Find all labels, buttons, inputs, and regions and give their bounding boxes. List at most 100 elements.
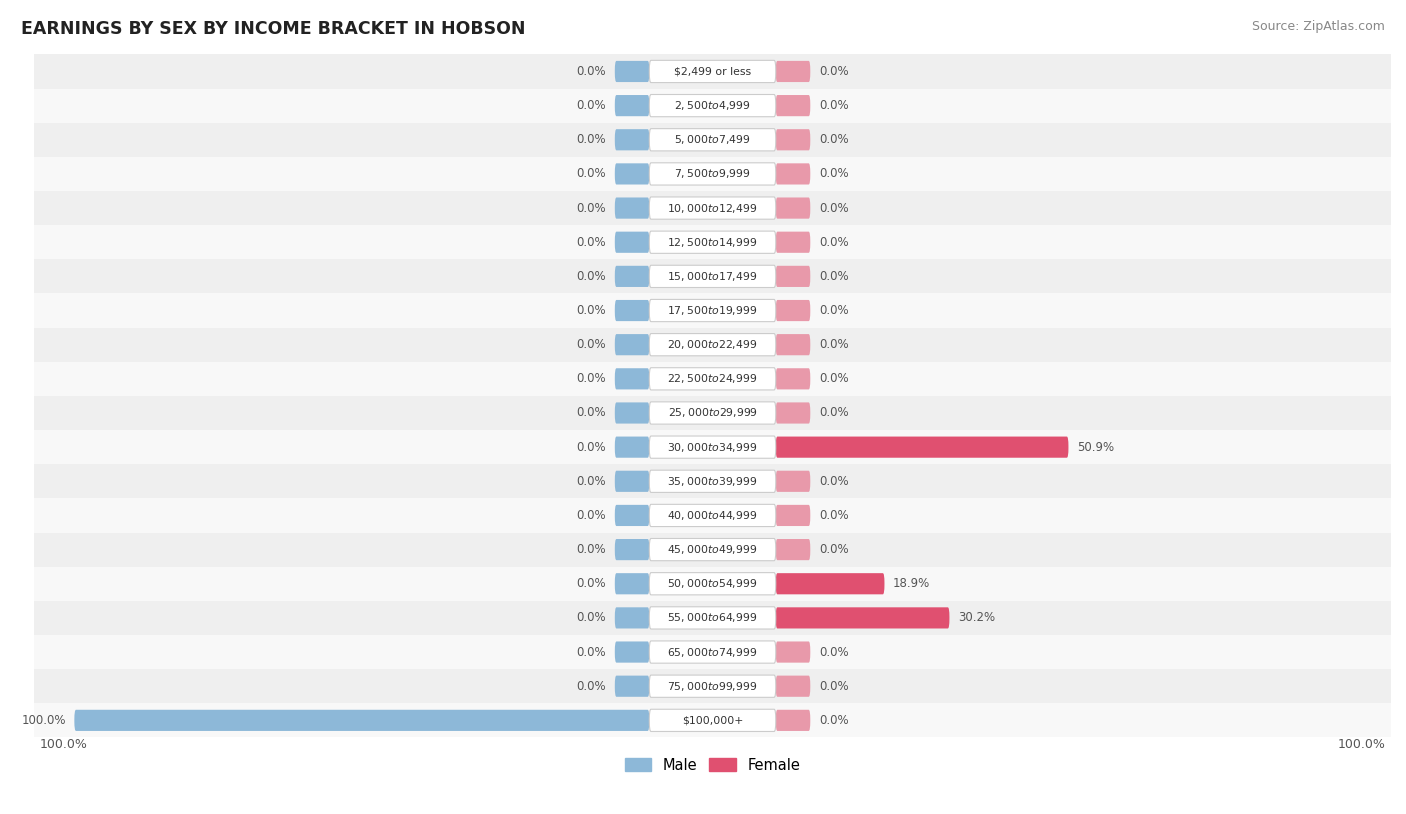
Text: $100,000+: $100,000+ [682,716,744,725]
Text: 0.0%: 0.0% [818,372,849,385]
FancyBboxPatch shape [650,709,776,732]
Text: 100.0%: 100.0% [1337,737,1385,751]
FancyBboxPatch shape [614,95,650,116]
Text: 0.0%: 0.0% [576,611,606,624]
FancyBboxPatch shape [650,505,776,527]
FancyBboxPatch shape [776,641,810,663]
FancyBboxPatch shape [650,300,776,322]
Text: 0.0%: 0.0% [818,543,849,556]
Text: 0.0%: 0.0% [818,714,849,727]
FancyBboxPatch shape [650,572,776,595]
Text: 0.0%: 0.0% [818,338,849,351]
Bar [34,567,1391,601]
Text: $50,000 to $54,999: $50,000 to $54,999 [668,577,758,590]
FancyBboxPatch shape [776,676,810,697]
Text: 0.0%: 0.0% [576,406,606,419]
FancyBboxPatch shape [776,505,810,526]
Bar [34,635,1391,669]
Text: $20,000 to $22,499: $20,000 to $22,499 [668,338,758,351]
Text: $55,000 to $64,999: $55,000 to $64,999 [668,611,758,624]
Text: $17,500 to $19,999: $17,500 to $19,999 [668,304,758,317]
FancyBboxPatch shape [776,95,810,116]
FancyBboxPatch shape [776,129,810,151]
Text: $75,000 to $99,999: $75,000 to $99,999 [668,680,758,693]
Text: $15,000 to $17,499: $15,000 to $17,499 [668,270,758,283]
FancyBboxPatch shape [776,198,810,219]
Bar [34,55,1391,89]
FancyBboxPatch shape [614,232,650,253]
FancyBboxPatch shape [776,232,810,253]
Text: $40,000 to $44,999: $40,000 to $44,999 [668,509,758,522]
Text: 0.0%: 0.0% [818,65,849,78]
FancyBboxPatch shape [614,368,650,389]
FancyBboxPatch shape [650,129,776,151]
Text: 0.0%: 0.0% [576,680,606,693]
Text: 100.0%: 100.0% [21,714,66,727]
Bar [34,157,1391,191]
Text: 0.0%: 0.0% [576,168,606,181]
Text: $22,500 to $24,999: $22,500 to $24,999 [668,372,758,385]
Bar [34,361,1391,396]
Bar [34,532,1391,567]
FancyBboxPatch shape [614,402,650,423]
FancyBboxPatch shape [650,436,776,458]
FancyBboxPatch shape [776,300,810,321]
Text: 0.0%: 0.0% [818,406,849,419]
FancyBboxPatch shape [614,61,650,82]
Text: $2,500 to $4,999: $2,500 to $4,999 [675,99,751,112]
Text: 0.0%: 0.0% [818,168,849,181]
Text: 30.2%: 30.2% [957,611,995,624]
Text: 0.0%: 0.0% [576,372,606,385]
Text: 0.0%: 0.0% [576,270,606,283]
Text: 0.0%: 0.0% [576,440,606,453]
Text: 0.0%: 0.0% [818,133,849,147]
Text: 0.0%: 0.0% [818,646,849,659]
FancyBboxPatch shape [650,470,776,492]
Text: $7,500 to $9,999: $7,500 to $9,999 [675,168,751,181]
FancyBboxPatch shape [650,231,776,253]
Text: 0.0%: 0.0% [576,304,606,317]
FancyBboxPatch shape [650,675,776,698]
Text: 0.0%: 0.0% [576,646,606,659]
Text: 0.0%: 0.0% [576,236,606,249]
Text: $10,000 to $12,499: $10,000 to $12,499 [668,202,758,215]
Bar [34,225,1391,260]
FancyBboxPatch shape [776,436,1069,457]
FancyBboxPatch shape [650,60,776,82]
FancyBboxPatch shape [75,710,650,731]
Text: $12,500 to $14,999: $12,500 to $14,999 [668,236,758,249]
FancyBboxPatch shape [614,266,650,287]
FancyBboxPatch shape [650,163,776,185]
Text: 0.0%: 0.0% [576,543,606,556]
FancyBboxPatch shape [614,198,650,219]
FancyBboxPatch shape [614,470,650,492]
FancyBboxPatch shape [776,607,949,628]
FancyBboxPatch shape [614,300,650,321]
FancyBboxPatch shape [650,368,776,390]
Text: $5,000 to $7,499: $5,000 to $7,499 [675,133,751,147]
FancyBboxPatch shape [650,641,776,663]
FancyBboxPatch shape [776,573,884,594]
Text: $45,000 to $49,999: $45,000 to $49,999 [668,543,758,556]
Text: EARNINGS BY SEX BY INCOME BRACKET IN HOBSON: EARNINGS BY SEX BY INCOME BRACKET IN HOB… [21,20,526,38]
FancyBboxPatch shape [614,164,650,185]
FancyBboxPatch shape [650,334,776,356]
Bar [34,89,1391,123]
FancyBboxPatch shape [776,164,810,185]
FancyBboxPatch shape [650,94,776,116]
FancyBboxPatch shape [614,129,650,151]
Text: 0.0%: 0.0% [818,236,849,249]
Bar [34,669,1391,703]
FancyBboxPatch shape [614,676,650,697]
Bar [34,601,1391,635]
Text: 0.0%: 0.0% [576,338,606,351]
Bar [34,191,1391,225]
Text: $25,000 to $29,999: $25,000 to $29,999 [668,406,758,419]
Bar [34,464,1391,498]
Text: $65,000 to $74,999: $65,000 to $74,999 [668,646,758,659]
Text: 0.0%: 0.0% [576,99,606,112]
FancyBboxPatch shape [614,641,650,663]
Text: 0.0%: 0.0% [818,304,849,317]
FancyBboxPatch shape [614,436,650,457]
Bar [34,327,1391,361]
